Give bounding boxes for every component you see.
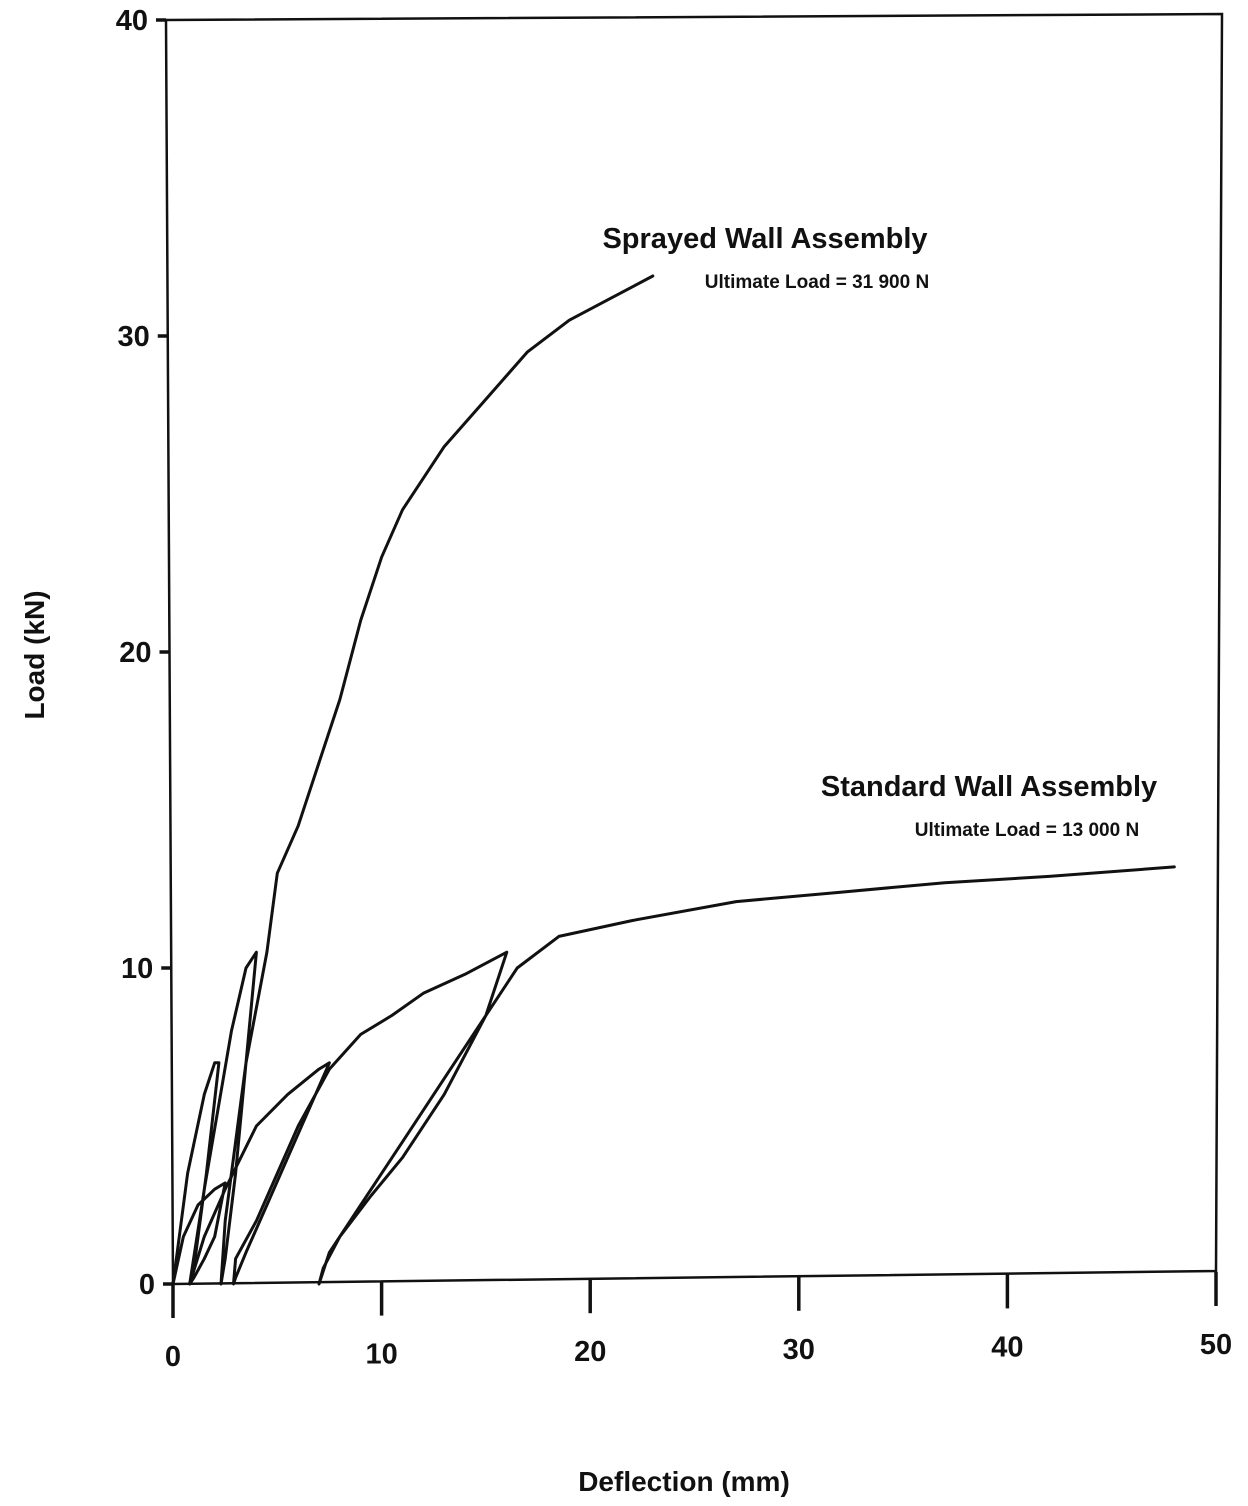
x-tick-label-10: 10 (365, 1339, 397, 1371)
x-tick-label-40: 40 (991, 1331, 1023, 1363)
x-tick-label-20: 20 (574, 1336, 606, 1368)
x-axis-title: Deflection (mm) (578, 1466, 790, 1497)
x-tick-label-30: 30 (783, 1334, 815, 1366)
series-label-standard: Standard Wall Assembly (821, 771, 1157, 803)
y-tick-label-40: 40 (116, 5, 148, 37)
plot-frame (164, 12, 1224, 1286)
ultimate-load-sprayed: Ultimate Load = 31 900 N (705, 272, 929, 293)
series-line-standard (171, 865, 1176, 1286)
series-line-sprayed (171, 274, 655, 1286)
x-tick-label-50: 50 (1200, 1329, 1232, 1361)
y-tick-label-20: 20 (119, 637, 151, 669)
curves (171, 274, 1176, 1286)
series-label-sprayed: Sprayed Wall Assembly (602, 223, 927, 255)
y-tick-label-10: 10 (121, 953, 153, 985)
y-tick-label-30: 30 (117, 321, 149, 353)
y-tick-label-0: 0 (139, 1269, 155, 1301)
ticks: 0 10 20 30 40 50 0 10 20 30 40 (116, 5, 1232, 1373)
ultimate-load-standard: Ultimate Load = 13 000 N (915, 820, 1139, 841)
y-axis-title: Load (kN) (19, 590, 50, 719)
x-tick-label-0: 0 (165, 1341, 181, 1373)
